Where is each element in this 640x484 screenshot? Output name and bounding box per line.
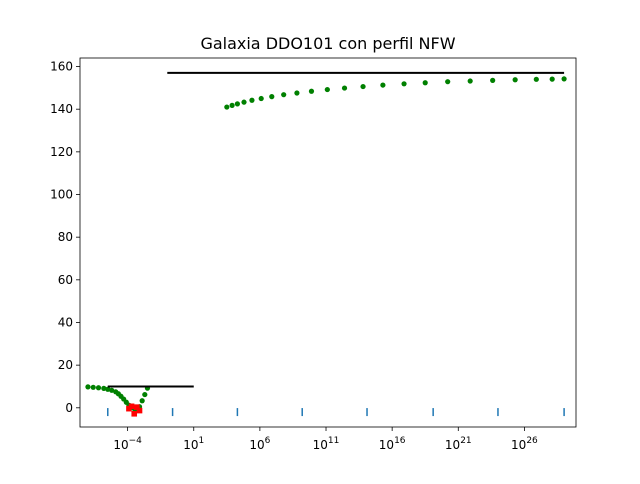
chart-marks	[85, 71, 567, 417]
series-0-point-2	[95, 385, 102, 391]
x-tick-label-2: 106	[249, 436, 270, 452]
series-3-point-16	[445, 79, 451, 85]
series-0-point-5	[109, 387, 115, 393]
series-3-point-9	[308, 88, 315, 94]
x-tick-label-0: 10−4	[113, 436, 142, 452]
y-tick-label-8: 160	[50, 60, 73, 74]
series-3-point-11	[341, 85, 348, 91]
x-tick-label-3: 1011	[313, 436, 340, 452]
y-tick-label-7: 140	[50, 102, 73, 116]
x-tick-label-4: 1016	[379, 436, 406, 452]
y-tick-label-2: 40	[58, 315, 73, 329]
series-1-point-4	[136, 407, 143, 414]
y-tick-label-4: 80	[58, 230, 73, 244]
series-3-point-22	[561, 76, 567, 82]
y-tick-label-6: 120	[50, 145, 73, 159]
chart-title: Galaxia DDO101 con perfil NFW	[200, 34, 455, 53]
series-0-point-4	[105, 386, 111, 392]
series-3-point-0	[224, 104, 230, 110]
plot-frame	[79, 57, 577, 428]
x-axis: 10−4 101 106 1011 1016 1021 1026	[113, 427, 538, 452]
series-3-point-21	[549, 76, 555, 82]
y-tick-label-0: 0	[65, 401, 73, 415]
series-3-point-2	[234, 101, 240, 107]
y-tick-label-1: 20	[58, 358, 73, 372]
series-3-point-12	[360, 83, 366, 90]
y-axis: 0 20 40 60 80 100 120 140 160	[50, 60, 80, 415]
series-3-point-17	[467, 78, 473, 84]
series-1-point-2	[131, 410, 138, 417]
x-tick-label-5: 1021	[445, 436, 472, 452]
series-3-point-13	[380, 82, 386, 88]
series-1-point-1	[128, 403, 135, 410]
series-0-point-1	[90, 384, 96, 390]
series-3-point-20	[533, 76, 539, 82]
series-3-point-18	[490, 77, 496, 83]
series-0-point-0	[85, 384, 91, 390]
series-3-point-3	[241, 99, 247, 105]
series-3-point-10	[324, 86, 330, 93]
series-3-point-4	[249, 97, 255, 103]
series-3-point-7	[281, 92, 287, 98]
series-0-point-16	[139, 398, 145, 404]
series-3-point-5	[258, 95, 264, 102]
series-3-point-15	[422, 80, 428, 86]
series-3-point-19	[512, 77, 518, 83]
x-tick-label-1: 101	[183, 436, 204, 452]
y-tick-label-3: 60	[58, 273, 73, 287]
y-tick-label-5: 100	[50, 188, 73, 202]
series-3-point-1	[229, 102, 235, 108]
series-1-point-3	[134, 404, 140, 410]
series-3-point-6	[269, 94, 275, 100]
x-tick-label-6: 1026	[511, 436, 538, 452]
series-0-point-17	[142, 391, 148, 398]
series-3-point-8	[294, 90, 300, 96]
series-0-point-3	[101, 385, 107, 391]
series-3-point-14	[401, 81, 407, 87]
